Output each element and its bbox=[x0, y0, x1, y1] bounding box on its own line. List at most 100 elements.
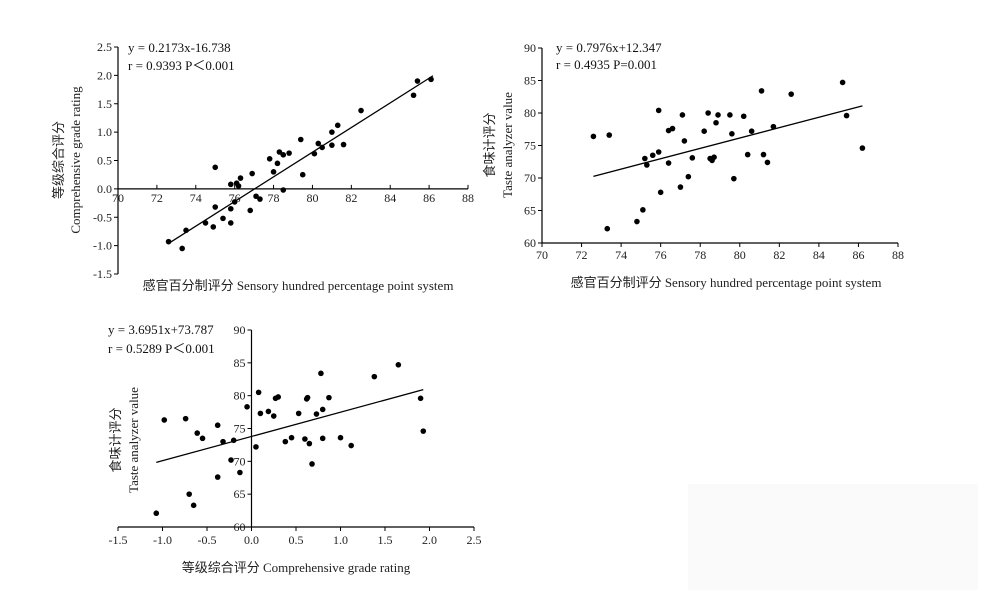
data-point bbox=[190, 502, 197, 509]
data-point bbox=[329, 129, 335, 135]
regression-line bbox=[168, 75, 434, 245]
data-point bbox=[247, 207, 254, 214]
data-point bbox=[642, 155, 648, 162]
data-point bbox=[748, 128, 755, 134]
data-point bbox=[337, 434, 344, 441]
data-point bbox=[329, 142, 335, 148]
data-point bbox=[677, 184, 684, 190]
data-point bbox=[299, 171, 306, 178]
y-tick-label: 2.0 bbox=[97, 68, 112, 82]
data-point bbox=[286, 150, 292, 156]
data-point bbox=[685, 173, 692, 180]
x-tick-label: 72 bbox=[151, 191, 163, 205]
data-point bbox=[210, 224, 217, 230]
data-point bbox=[257, 410, 264, 417]
y-axis-label-en: Comprehensive grade rating bbox=[68, 86, 83, 234]
data-point bbox=[182, 415, 189, 422]
data-point bbox=[280, 152, 287, 158]
data-point bbox=[266, 155, 273, 162]
data-point bbox=[265, 408, 272, 415]
data-point bbox=[220, 215, 226, 222]
x-tick-label: 72 bbox=[576, 248, 588, 262]
x-tick-label: 76 bbox=[229, 191, 241, 205]
y-tick-label: 85 bbox=[524, 74, 536, 88]
data-point bbox=[705, 110, 711, 116]
data-point bbox=[227, 220, 234, 226]
y-tick-label: -1.0 bbox=[93, 239, 112, 253]
data-point bbox=[199, 435, 206, 442]
data-point bbox=[843, 112, 850, 119]
data-point bbox=[657, 189, 664, 196]
data-point bbox=[227, 181, 234, 188]
regression-line bbox=[593, 105, 863, 177]
data-point bbox=[179, 245, 185, 252]
data-point bbox=[729, 131, 735, 137]
y-tick-label: 1.0 bbox=[97, 125, 112, 139]
x-tick-label: -1.5 bbox=[109, 533, 128, 547]
data-point bbox=[304, 394, 311, 401]
data-point bbox=[257, 196, 263, 202]
data-point bbox=[318, 370, 324, 377]
data-point bbox=[212, 164, 219, 171]
regression-line bbox=[156, 389, 424, 464]
regression-equation: y = 3.6951x+73.787 bbox=[108, 322, 214, 337]
x-tick-label: 80 bbox=[734, 248, 746, 262]
y-tick-label: 65 bbox=[524, 204, 536, 218]
data-point bbox=[295, 410, 302, 417]
data-point bbox=[311, 150, 318, 157]
data-point bbox=[634, 218, 640, 225]
correlation-stats: r = 0.4935 P=0.001 bbox=[556, 57, 657, 72]
data-point bbox=[231, 199, 238, 205]
x-tick-label: 84 bbox=[384, 191, 396, 205]
correlation-stats: r = 0.5289 P＜0.001 bbox=[108, 341, 215, 356]
data-point bbox=[288, 434, 295, 441]
data-point bbox=[395, 362, 402, 368]
chart-panel-3: -1.5 -1.0 -0.5 0.0 0.5 1.0 1.5 2.0 2.5 60 65 70 75 80… bbox=[108, 322, 482, 575]
data-point bbox=[235, 183, 242, 189]
data-point bbox=[371, 373, 378, 380]
data-point bbox=[417, 395, 424, 402]
x-tick-label: 84 bbox=[813, 248, 825, 262]
regression-equation: y = 0.2173x-16.738 bbox=[128, 40, 231, 55]
data-point bbox=[237, 175, 244, 181]
data-point bbox=[228, 457, 234, 463]
y-tick-label: 1.5 bbox=[97, 97, 112, 111]
data-point bbox=[758, 88, 765, 94]
y-tick-label: 60 bbox=[234, 520, 246, 534]
data-point bbox=[270, 413, 277, 419]
data-point bbox=[689, 155, 696, 161]
data-point bbox=[410, 92, 417, 99]
background-patch bbox=[688, 484, 978, 590]
data-point bbox=[701, 128, 707, 134]
x-tick-label: 78 bbox=[268, 191, 280, 205]
data-point bbox=[348, 442, 354, 449]
data-point bbox=[280, 187, 287, 193]
data-point bbox=[744, 151, 751, 158]
data-point bbox=[165, 238, 172, 245]
x-tick-label: 70 bbox=[536, 248, 548, 262]
data-point bbox=[276, 149, 283, 155]
x-axis-label: 感官百分制评分 Sensory hundred percentage point… bbox=[143, 278, 454, 293]
x-tick-label: 88 bbox=[892, 248, 904, 262]
data-point bbox=[270, 169, 277, 175]
data-point bbox=[859, 145, 866, 151]
y-tick-label: 75 bbox=[234, 422, 246, 436]
data-point bbox=[788, 91, 794, 97]
data-point bbox=[606, 132, 613, 138]
y-axis-label-cn: 食味计评分 bbox=[482, 112, 497, 177]
y-tick-label: -1.5 bbox=[93, 267, 112, 281]
data-point bbox=[669, 125, 676, 132]
x-tick-label: -1.0 bbox=[153, 533, 172, 547]
x-tick-label: 2.0 bbox=[422, 533, 437, 547]
data-point bbox=[249, 170, 255, 177]
y-tick-label: 60 bbox=[524, 236, 536, 250]
x-axis-label: 等级综合评分 Comprehensive grade rating bbox=[182, 560, 411, 575]
data-point bbox=[604, 225, 611, 232]
y-tick-label: 80 bbox=[234, 389, 246, 403]
data-point bbox=[760, 151, 767, 158]
chart-panel-2: 70 72 74 76 78 80 82 84 86 88 60 65 70 75 80 85 90 y = 0.… bbox=[482, 40, 904, 290]
y-axis-label-en: Taste analyzer value bbox=[126, 387, 141, 493]
y-tick-label: 85 bbox=[234, 356, 246, 370]
data-point bbox=[319, 144, 325, 151]
data-point bbox=[428, 76, 434, 83]
